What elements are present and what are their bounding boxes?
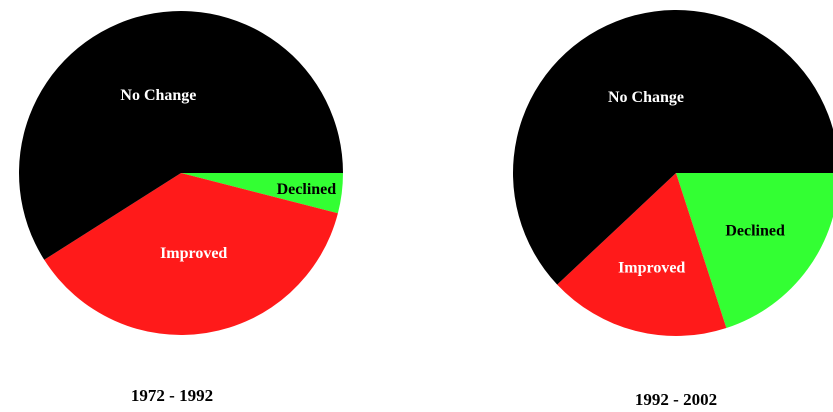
pie-slice-improved xyxy=(557,173,727,336)
pie-chart-1: Declined Improved No Change 1972 - 1992 xyxy=(19,10,344,405)
pie-label-improved: Improved xyxy=(618,260,685,277)
pie-label-no-change: No Change xyxy=(120,87,196,104)
pie-slice-improved xyxy=(44,173,338,335)
pie-slice-declined xyxy=(181,173,343,214)
pie-label-no-change: No Change xyxy=(608,89,684,106)
pie-slice-no-change xyxy=(19,10,344,260)
chart-title: 1972 - 1992 xyxy=(131,386,213,405)
pie-slice-no-change xyxy=(513,10,833,285)
pie-slice-declined xyxy=(676,173,833,329)
pie-label-declined: Declined xyxy=(277,181,337,198)
pie-label-improved: Improved xyxy=(160,245,227,262)
chart-title: 1992 - 2002 xyxy=(635,390,717,409)
pie-label-declined: Declined xyxy=(725,223,785,240)
pie-chart-2: Declined Improved No Change 1992 - 2002 xyxy=(513,10,833,409)
